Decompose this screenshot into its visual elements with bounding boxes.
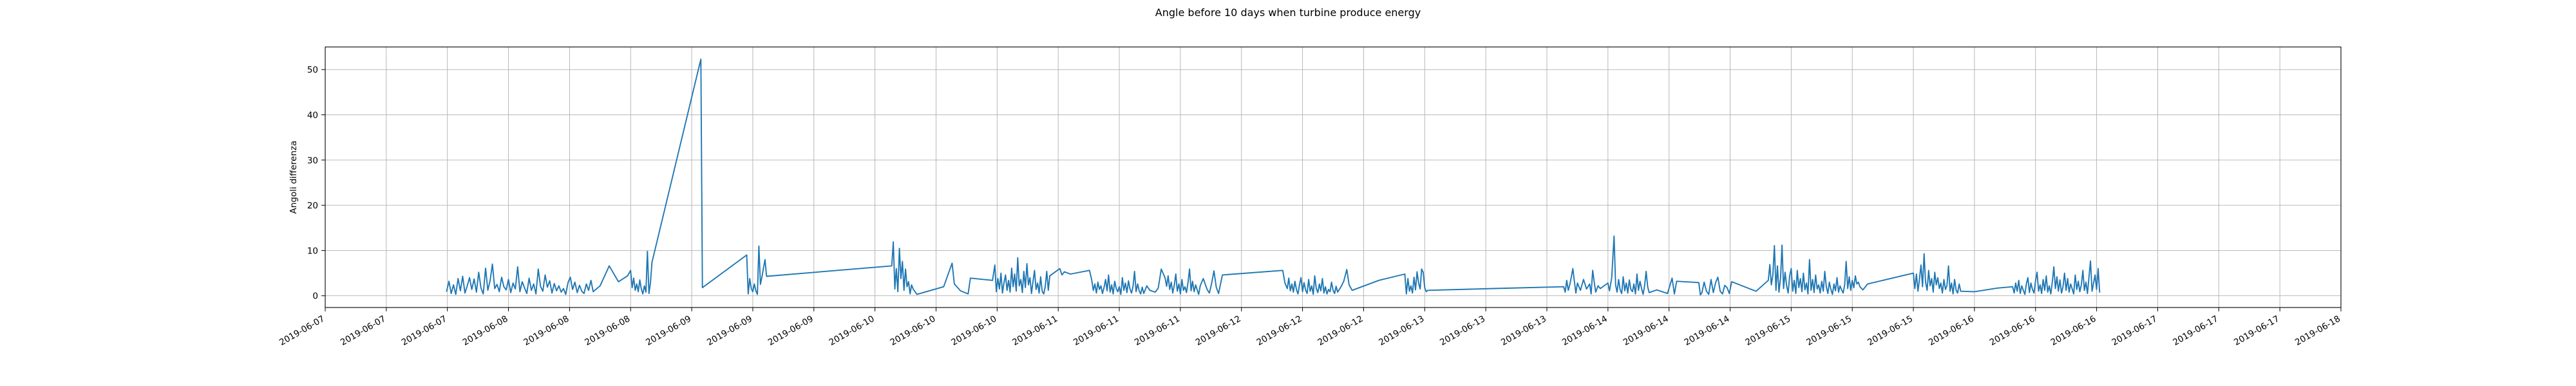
- y-axis: 0 10 20 30 40 50: [307, 65, 325, 302]
- y-tick-label: 10: [307, 246, 318, 256]
- y-tick-label: 40: [307, 110, 318, 120]
- plot-frame: [325, 46, 2342, 308]
- chart-title: Angle before 10 days when turbine produc…: [1155, 6, 1421, 19]
- y-tick-label: 20: [307, 201, 318, 211]
- series-line-0: [446, 59, 2101, 296]
- y-axis-label: Angoli differenza: [289, 141, 299, 214]
- grid: [325, 47, 2342, 308]
- y-tick-label: 50: [307, 65, 318, 75]
- y-tick-label: 30: [307, 156, 318, 166]
- series-layer: [446, 59, 2101, 296]
- y-tick-label: 0: [312, 291, 318, 302]
